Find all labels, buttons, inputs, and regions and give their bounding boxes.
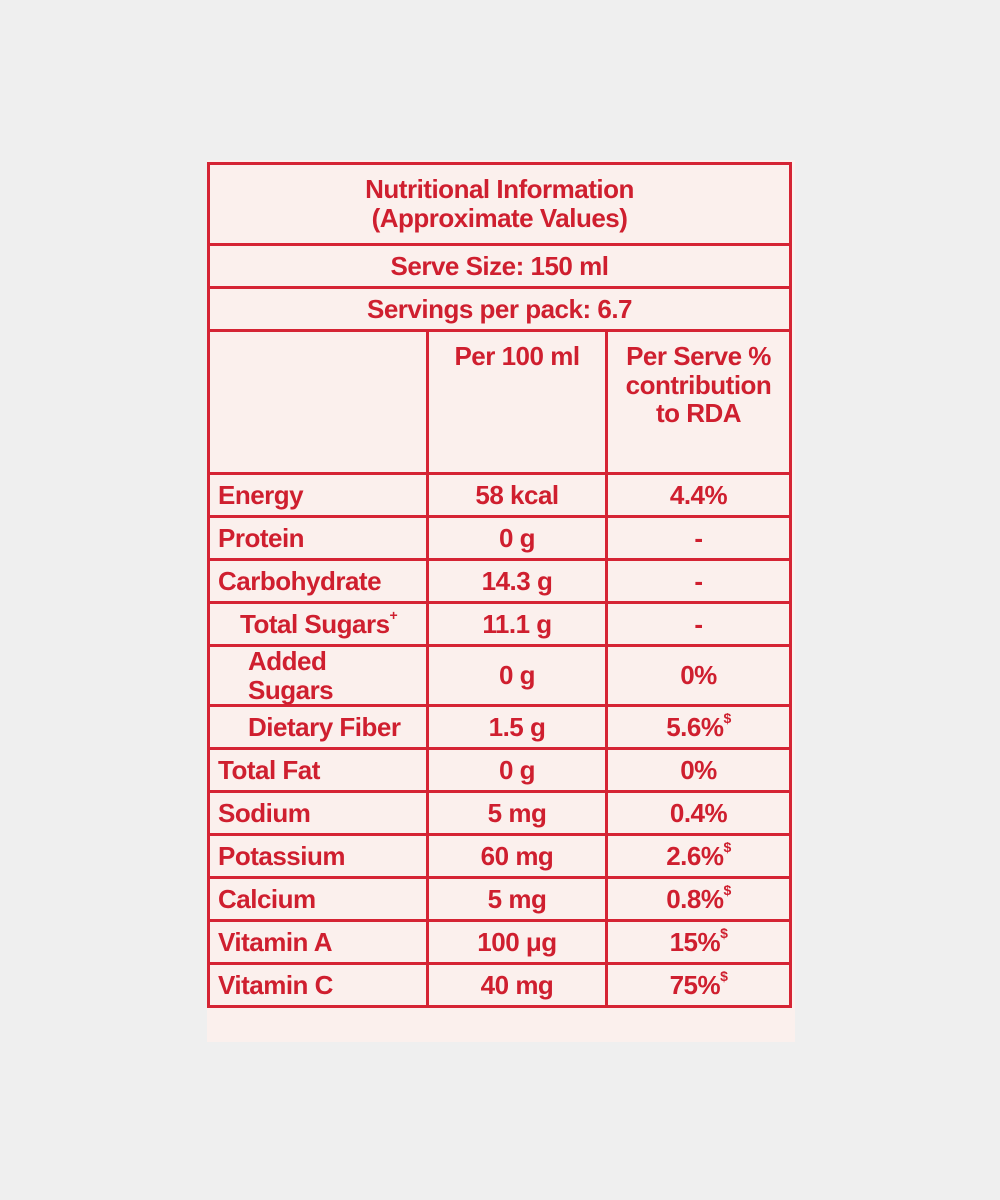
dollar-mark: $ bbox=[723, 709, 731, 726]
rda-value: 0% bbox=[605, 643, 792, 708]
nutrient-name: Carbohydrate bbox=[207, 558, 429, 604]
per-serve-line-3: to RDA bbox=[655, 398, 742, 429]
nutrient-name: Protein bbox=[207, 515, 429, 561]
column-head-per-100: Per 100 ml bbox=[426, 329, 608, 475]
nutrient-name: Calcium bbox=[207, 876, 429, 923]
table-row: Carbohydrate 14.3 g - bbox=[207, 558, 792, 604]
rda-value: 75%$ bbox=[605, 962, 792, 1009]
column-head-empty bbox=[207, 329, 429, 475]
dollar-mark: $ bbox=[723, 838, 731, 855]
per-100-value: 58 kcal bbox=[426, 472, 608, 518]
per-100-value: 14.3 g bbox=[426, 558, 608, 604]
rda-value: 0% bbox=[605, 747, 792, 794]
nutrient-name: Total Fat bbox=[207, 747, 429, 794]
title-line-1: Nutritional Information bbox=[365, 174, 634, 205]
dollar-mark: $ bbox=[720, 967, 728, 984]
column-head-per-serve: Per Serve % contribution to RDA bbox=[605, 329, 792, 475]
nutrient-name: Dietary Fiber bbox=[207, 704, 429, 751]
per-100-value: 100 μg bbox=[426, 919, 608, 966]
nutrient-name: Energy bbox=[207, 472, 429, 518]
nutrition-table: Nutritional Information (Approximate Val… bbox=[207, 162, 792, 1009]
per-serve-line-2: contribution bbox=[625, 369, 772, 400]
rda-value: - bbox=[605, 515, 792, 561]
per-100-value: 5 mg bbox=[426, 790, 608, 837]
dollar-mark: $ bbox=[723, 881, 731, 898]
per-100-value: 0 g bbox=[426, 643, 608, 708]
table-row: Energy 58 kcal 4.4% bbox=[207, 472, 792, 518]
table-row: Protein 0 g - bbox=[207, 515, 792, 561]
rda-value: 4.4% bbox=[605, 472, 792, 518]
nutrient-name: Added Sugars bbox=[207, 643, 429, 708]
nutrient-name: Vitamin C bbox=[207, 962, 429, 1009]
per-serve-line-1: Per Serve % bbox=[626, 341, 771, 371]
table-row: Total Sugars+ 11.1 g - bbox=[207, 601, 792, 647]
per-100-value: 0 g bbox=[426, 747, 608, 794]
per-100-value: 60 mg bbox=[426, 833, 608, 880]
table-row: Vitamin A 100 μg 15%$ bbox=[207, 919, 792, 966]
table-row: Sodium 5 mg 0.4% bbox=[207, 790, 792, 837]
dollar-mark: $ bbox=[720, 924, 728, 941]
per-100-value: 5 mg bbox=[426, 876, 608, 923]
rda-value: - bbox=[605, 558, 792, 604]
table-row: Vitamin C 40 mg 75%$ bbox=[207, 962, 792, 1009]
table-row: Calcium 5 mg 0.8%$ bbox=[207, 876, 792, 923]
table-row: Dietary Fiber 1.5 g 5.6%$ bbox=[207, 704, 792, 751]
rda-value: 5.6%$ bbox=[605, 704, 792, 751]
nutrient-name: Total Sugars+ bbox=[207, 601, 429, 647]
nutrient-name: Vitamin A bbox=[207, 919, 429, 966]
table-row: Total Fat 0 g 0% bbox=[207, 747, 792, 794]
nutrient-name: Sodium bbox=[207, 790, 429, 837]
per-100-value: 0 g bbox=[426, 515, 608, 561]
per-100-value: 40 mg bbox=[426, 962, 608, 1009]
serve-size: Serve Size: 150 ml bbox=[207, 243, 792, 289]
title-line-2: (Approximate Values) bbox=[371, 203, 628, 233]
per-100-value: 11.1 g bbox=[426, 601, 608, 647]
nutrient-name: Potassium bbox=[207, 833, 429, 880]
rda-value: 0.8%$ bbox=[605, 876, 792, 923]
plus-mark: + bbox=[389, 606, 398, 623]
servings-per-pack: Servings per pack: 6.7 bbox=[207, 286, 792, 332]
table-row: Potassium 60 mg 2.6%$ bbox=[207, 833, 792, 880]
table-title: Nutritional Information (Approximate Val… bbox=[207, 162, 792, 246]
rda-value: 2.6%$ bbox=[605, 833, 792, 880]
rda-value: - bbox=[605, 601, 792, 647]
rda-value: 0.4% bbox=[605, 790, 792, 837]
table-row: Added Sugars 0 g 0% bbox=[207, 643, 792, 708]
per-100-value: 1.5 g bbox=[426, 704, 608, 751]
rda-value: 15%$ bbox=[605, 919, 792, 966]
